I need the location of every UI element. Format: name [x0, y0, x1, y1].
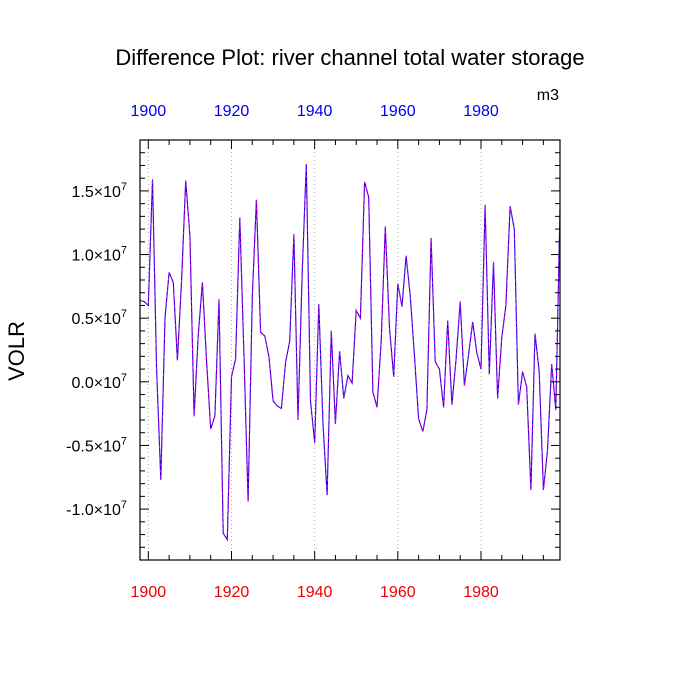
y-tick-exponent: 7	[121, 435, 127, 447]
x-tick-label-bottom-1900: 1900	[131, 584, 167, 601]
series-line-a	[139, 164, 561, 542]
y-tick-mantissa: -0.5×10	[66, 438, 121, 455]
y-tick-mantissa: 0.5×10	[71, 311, 120, 328]
y-tick-exponent: 7	[121, 245, 127, 257]
series-line-b	[139, 164, 561, 542]
x-tick-label-bottom-1960: 1960	[380, 584, 416, 601]
y-tick-label-0.0: 0.0×107	[71, 372, 127, 392]
x-tick-label-top-1900: 1900	[131, 103, 167, 120]
x-tick-label-bottom-1940: 1940	[297, 584, 333, 601]
y-tick-exponent: 7	[121, 308, 127, 320]
y-axis-label: VOLR	[4, 321, 29, 381]
x-tick-label-top-1920: 1920	[214, 103, 250, 120]
y-tick-mantissa: -1.0×10	[66, 502, 121, 519]
chart-title: Difference Plot: river channel total wat…	[115, 45, 584, 70]
x-tick-label-top-1960: 1960	[380, 103, 416, 120]
y-tick-exponent: 7	[121, 181, 127, 193]
y-tick-label-0.5: 0.5×107	[71, 308, 127, 328]
series-layer	[139, 164, 561, 542]
y-tick-label--1.0: -1.0×107	[66, 499, 127, 519]
y-tick-label-1.5: 1.5×107	[71, 181, 127, 201]
axis-ticks	[140, 139, 560, 561]
y-tick-mantissa: 0.0×10	[71, 375, 120, 392]
x-tick-label-bottom-1980: 1980	[463, 584, 499, 601]
x-tick-label-top-1940: 1940	[297, 103, 333, 120]
x-tick-label-bottom-1920: 1920	[214, 584, 250, 601]
y-tick-mantissa: 1.5×10	[71, 184, 120, 201]
y-tick-label--0.5: -0.5×107	[66, 435, 127, 455]
axis-tick-labels: 1900 1900 1920 1920 1940 1940 1960 1960 1980 1980…	[66, 103, 499, 601]
grid-lines	[147, 140, 482, 560]
y-tick-exponent: 7	[121, 499, 127, 511]
plot-frame	[139, 139, 561, 561]
units-label: m3	[537, 87, 559, 104]
y-tick-mantissa: 1.0×10	[71, 248, 120, 265]
y-tick-exponent: 7	[121, 372, 127, 384]
y-tick-label-1.0: 1.0×107	[71, 245, 127, 265]
x-tick-label-top-1980: 1980	[463, 103, 499, 120]
